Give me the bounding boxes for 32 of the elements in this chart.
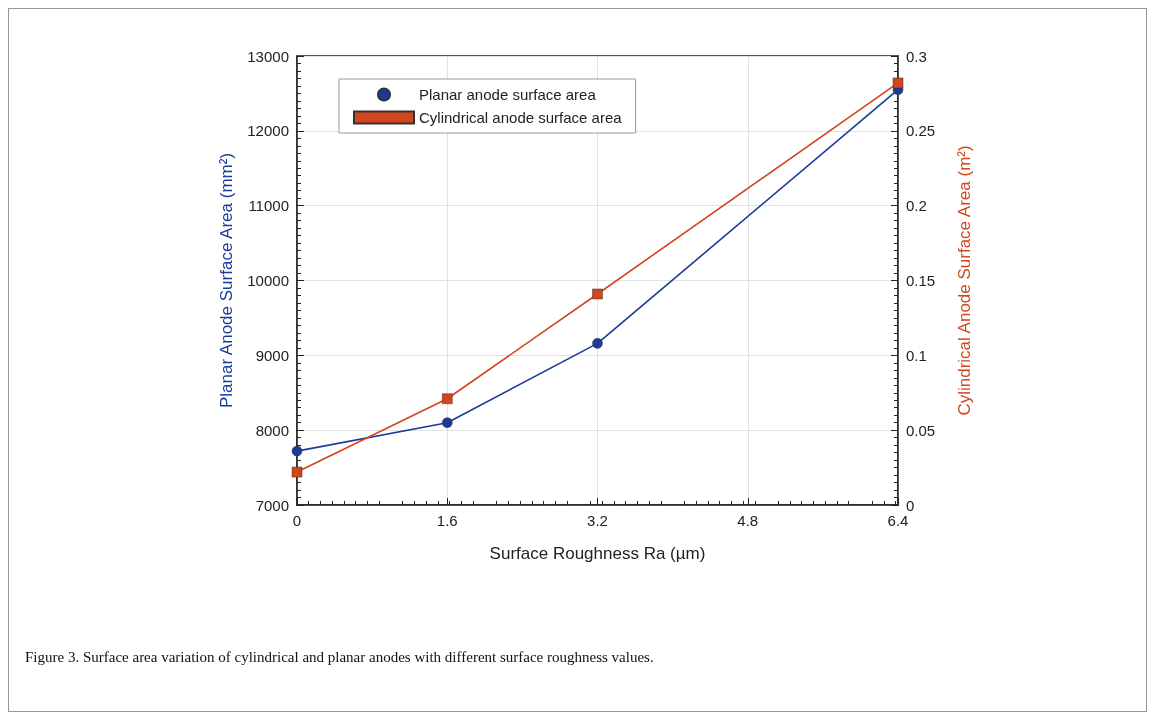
y2-tick-label: 0.25 (906, 122, 936, 140)
x-tick-label: 0 (292, 512, 302, 529)
y-tick-label: 12000 (247, 122, 289, 140)
x-tick-label: 3.2 (587, 512, 608, 529)
caption: Figure 3. Surface area variation of cylindrical and planar anodes with different surface roughness values. (24, 649, 655, 666)
point (592, 338, 603, 349)
x-tick-label: 6.4 (887, 512, 909, 529)
legend-label: Planar anode surface area (419, 86, 597, 103)
point (442, 393, 453, 404)
y2-axis-title: Cylindrical Anode Surface Area (m²) (955, 145, 974, 416)
y-tick-label: 13000 (247, 47, 289, 65)
y2-tick-label: 0.15 (906, 272, 936, 289)
y-tick-label: 9000 (255, 346, 289, 364)
y2-tick-label: 0.05 (906, 421, 936, 439)
y-tick-label: 11000 (248, 197, 289, 215)
y2-tick-label: 0 (906, 496, 915, 514)
point (291, 466, 303, 478)
point (592, 288, 603, 300)
legend-label: Cylindrical anode surface area (419, 109, 623, 126)
point (291, 445, 303, 457)
y-tick-label: 7000 (255, 496, 289, 514)
x-axis-title: Surface Roughness Ra (µm) (489, 544, 706, 563)
y2-tick-label: 0.1 (906, 346, 927, 364)
point (892, 77, 904, 89)
point (442, 417, 453, 428)
y2-tick-label: 0.3 (906, 47, 927, 65)
y2-tick-label: 0.2 (906, 197, 927, 215)
y-tick-label: 10000 (247, 272, 289, 289)
x-tick-label: 1.6 (436, 512, 458, 529)
y-axis-title: Planar Anode Surface Area (mm²) (217, 152, 236, 409)
x-tick-label: 4.8 (737, 512, 759, 529)
y-tick-label: 8000 (255, 421, 289, 439)
